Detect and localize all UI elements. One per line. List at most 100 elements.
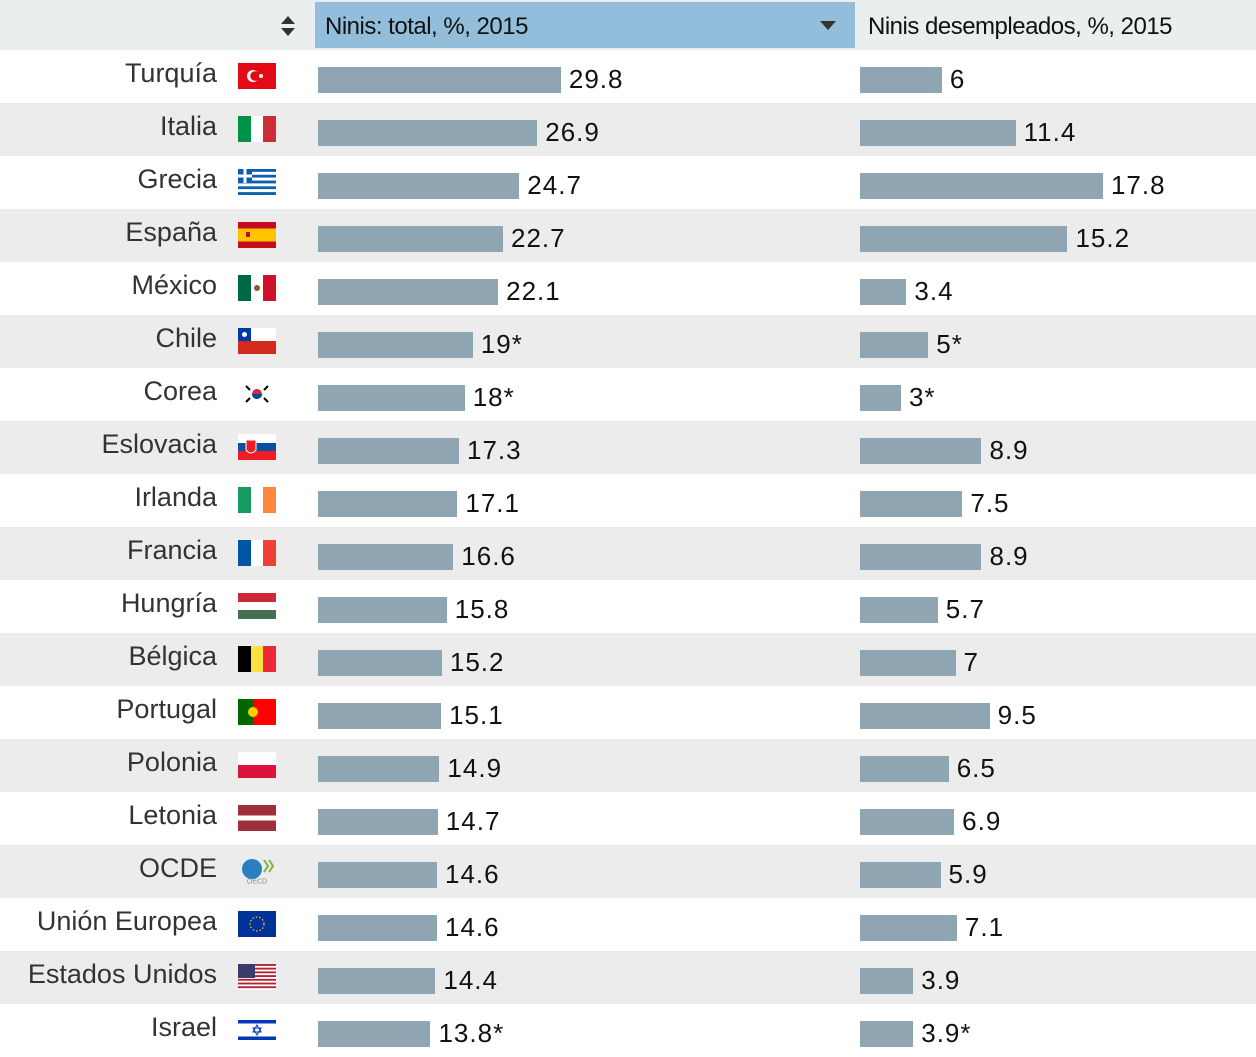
table-row: México 22.1 3.4 (0, 262, 1256, 315)
bar-unemployed[interactable] (860, 173, 1103, 199)
flag-turkey-icon (238, 63, 276, 89)
table-row: Chile 19* 5* (0, 315, 1256, 368)
value-label-unemployed: 8.9 (989, 435, 1029, 465)
bar-total[interactable] (318, 862, 437, 888)
country-label: Portugal (116, 694, 217, 724)
bar-total[interactable] (318, 279, 499, 305)
bar-total[interactable] (318, 809, 438, 835)
bar-unemployed[interactable] (860, 385, 901, 411)
bar-unemployed[interactable] (860, 544, 982, 570)
value-label-unemployed: 15.2 (1075, 223, 1131, 253)
value-label-total: 22.1 (506, 276, 561, 306)
value-label-total: 16.6 (461, 541, 516, 571)
bar-total[interactable] (318, 915, 437, 941)
value-label-unemployed: 6.5 (956, 753, 996, 783)
flag-poland-icon (238, 752, 276, 778)
country-label: España (125, 217, 217, 247)
value-label-unemployed: 6 (949, 64, 966, 94)
bar-unemployed[interactable] (860, 862, 941, 888)
bar-unemployed[interactable] (860, 915, 957, 941)
bar-unemployed[interactable] (860, 809, 955, 835)
table-row: Portugal 15.1 9.5 (0, 686, 1256, 739)
country-label: Israel (150, 1012, 217, 1042)
flag-slovakia-icon (238, 434, 276, 460)
value-label-total: 14.4 (443, 965, 498, 995)
flag-mexico-icon (238, 275, 276, 301)
bar-total[interactable] (318, 173, 520, 199)
table-row: Eslovacia 17.3 8.9 (0, 421, 1256, 474)
bar-unemployed[interactable] (860, 968, 914, 994)
value-label-total: 15.8 (454, 594, 510, 624)
bar-total[interactable] (318, 226, 503, 252)
country-label: Bélgica (128, 641, 217, 671)
bar-unemployed[interactable] (860, 438, 982, 464)
bar-total[interactable] (318, 120, 538, 146)
country-label: Corea (143, 376, 217, 406)
bar-unemployed[interactable] (860, 332, 929, 358)
bar-total[interactable] (318, 544, 454, 570)
svg-text:OECD: OECD (247, 879, 267, 885)
bar-unemployed[interactable] (860, 756, 949, 782)
bar-total[interactable] (318, 491, 458, 517)
table-row: Turquía 29.8 6 (0, 50, 1256, 103)
value-label-unemployed: 17.8 (1110, 170, 1166, 200)
flag-latvia-icon (238, 805, 276, 831)
column-header-unemployed[interactable]: Ninis desempleados, %, 2015 (868, 13, 1173, 40)
flag-oecd-icon: OECD (242, 859, 275, 885)
table-row: Bélgica 15.2 7 (0, 633, 1256, 686)
bar-unemployed[interactable] (860, 703, 990, 729)
sort-icon[interactable] (278, 14, 298, 38)
flag-greece-icon (238, 169, 276, 195)
country-label: Chile (155, 323, 217, 353)
bar-unemployed[interactable] (860, 226, 1068, 252)
table-row: Hungría 15.8 5.7 (0, 580, 1256, 633)
flag-eu-icon (238, 911, 276, 937)
bar-unemployed[interactable] (860, 67, 942, 93)
value-label-total: 14.6 (444, 912, 500, 942)
bar-total[interactable] (318, 332, 473, 358)
bar-unemployed[interactable] (860, 597, 938, 623)
value-label-unemployed: 3* (908, 382, 936, 412)
bar-total[interactable] (318, 968, 436, 994)
bar-unemployed[interactable] (860, 1021, 914, 1047)
value-label-total: 15.2 (449, 647, 505, 677)
flag-ireland-icon (238, 487, 276, 513)
value-label-unemployed: 7.1 (964, 912, 1005, 942)
value-label-total: 29.8 (568, 64, 624, 94)
table-row: Italia 26.9 11.4 (0, 103, 1256, 156)
value-label-unemployed: 5* (936, 329, 963, 359)
table-row: Letonia 14.7 6.9 (0, 792, 1256, 845)
bar-unemployed[interactable] (860, 650, 956, 676)
value-label-unemployed: 8.9 (989, 541, 1029, 571)
bar-total[interactable] (318, 1021, 431, 1047)
table-row: Israel 13.8* 3.9* (0, 1004, 1256, 1057)
bar-total[interactable] (318, 703, 442, 729)
bar-unemployed[interactable] (860, 491, 963, 517)
value-label-total: 26.9 (545, 117, 600, 147)
value-label-unemployed: 9.5 (997, 700, 1037, 730)
country-label: Eslovacia (101, 429, 217, 459)
value-label-unemployed: 11.4 (1023, 117, 1077, 147)
value-label-unemployed: 5.7 (945, 594, 985, 624)
bar-total[interactable] (318, 438, 459, 464)
bar-total[interactable] (318, 67, 561, 93)
bar-total[interactable] (318, 597, 447, 623)
table-row: Polonia 14.9 6.5 (0, 739, 1256, 792)
country-label: Turquía (124, 58, 217, 88)
flag-usa-icon (238, 964, 276, 990)
country-label: Estados Unidos (27, 959, 217, 989)
country-label: OCDE (138, 853, 217, 883)
value-label-total: 13.8* (438, 1018, 505, 1048)
country-label: Italia (159, 111, 217, 141)
bar-total[interactable] (318, 650, 442, 676)
table-row: OCDE OECD 14.6 5.9 (0, 845, 1256, 898)
bar-unemployed[interactable] (860, 279, 907, 305)
table-row: Grecia 24.7 17.8 (0, 156, 1256, 209)
bar-total[interactable] (318, 756, 440, 782)
flag-chile-icon (238, 328, 276, 354)
bar-unemployed[interactable] (860, 120, 1016, 146)
bar-total[interactable] (318, 385, 465, 411)
value-label-total: 17.3 (466, 435, 522, 465)
column-header-total[interactable]: Ninis: total, %, 2015 (315, 2, 855, 48)
flag-portugal-icon (238, 699, 276, 725)
